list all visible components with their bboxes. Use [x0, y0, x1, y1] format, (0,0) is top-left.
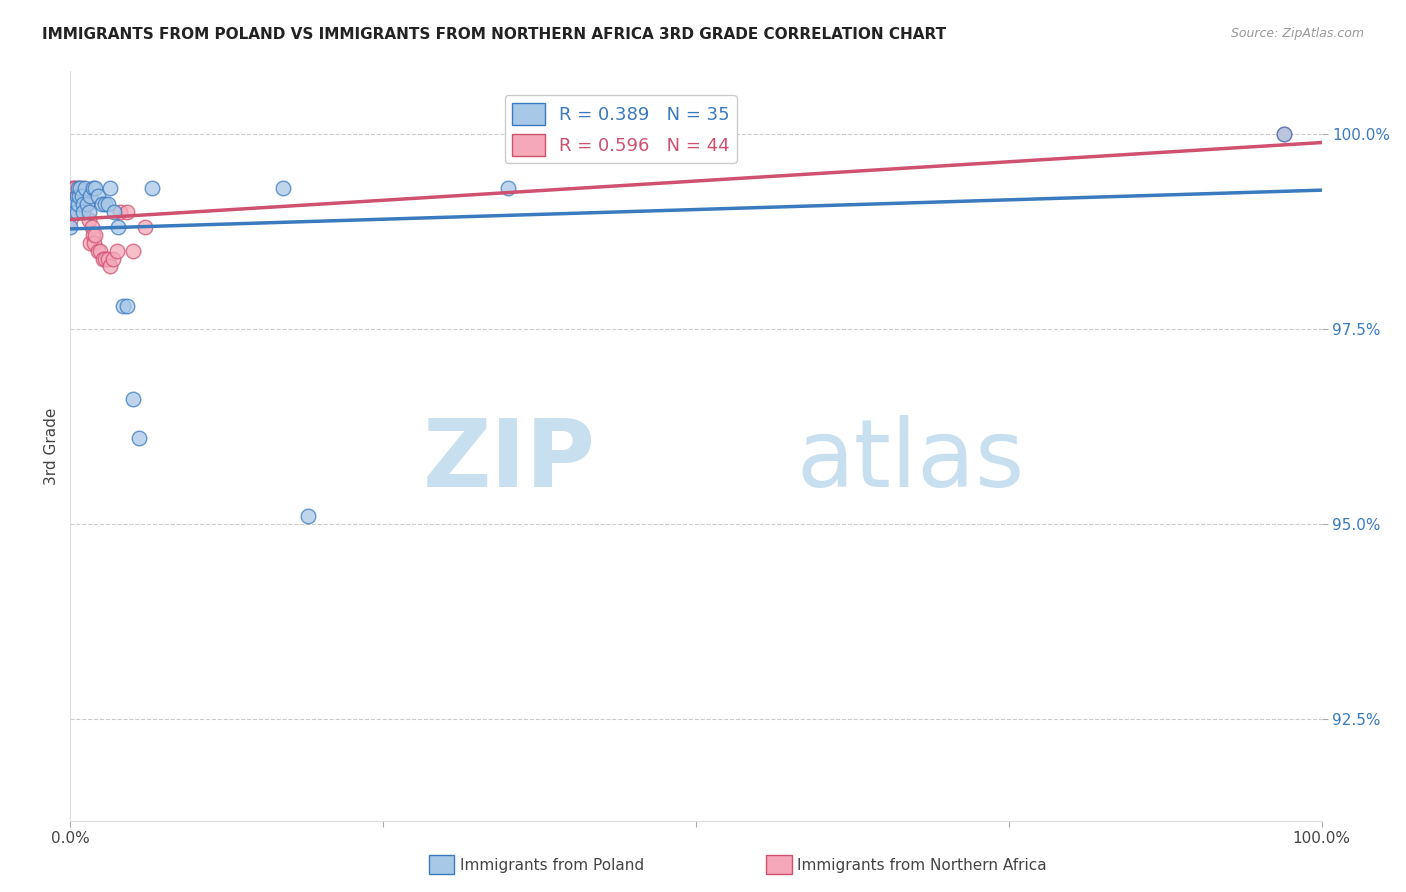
Point: [79, 189, 101, 203]
Point: [97, 197, 120, 211]
Point: [110, 205, 132, 219]
Point: [87, 244, 110, 258]
Point: [62, 197, 84, 211]
Point: [67, 189, 90, 203]
Point: [107, 220, 129, 235]
Point: [79, 236, 101, 251]
Point: [69, 181, 91, 195]
Point: [60, 181, 83, 195]
Point: [69, 189, 91, 203]
Point: [72, 181, 94, 195]
Point: [66, 197, 89, 211]
Point: [84, 181, 107, 195]
Point: [63, 197, 86, 211]
Point: [121, 392, 145, 407]
Point: [65, 205, 87, 219]
Point: [105, 244, 128, 258]
Point: [121, 244, 145, 258]
Point: [1272, 127, 1295, 141]
Point: [98, 260, 121, 274]
Text: IMMIGRANTS FROM POLAND VS IMMIGRANTS FROM NORTHERN AFRICA 3RD GRADE CORRELATION : IMMIGRANTS FROM POLAND VS IMMIGRANTS FRO…: [42, 27, 946, 42]
Point: [101, 252, 124, 266]
Point: [59, 205, 82, 219]
Point: [76, 197, 98, 211]
Point: [62, 205, 84, 219]
Point: [67, 197, 90, 211]
Point: [94, 252, 117, 266]
Point: [87, 189, 110, 203]
Point: [94, 197, 117, 211]
Point: [66, 181, 89, 195]
Point: [72, 197, 94, 211]
Text: Immigrants from Poland: Immigrants from Poland: [460, 858, 644, 872]
Point: [141, 181, 163, 195]
Point: [70, 189, 93, 203]
Y-axis label: 3rd Grade: 3rd Grade: [44, 408, 59, 484]
Point: [65, 205, 87, 219]
Point: [97, 252, 120, 266]
Point: [82, 181, 104, 195]
Point: [59, 212, 82, 227]
Point: [297, 509, 319, 524]
Point: [103, 205, 125, 219]
Point: [65, 181, 87, 195]
Point: [111, 299, 134, 313]
Point: [65, 189, 87, 203]
Point: [134, 220, 156, 235]
Point: [115, 205, 138, 219]
Point: [59, 220, 82, 235]
Point: [90, 197, 112, 211]
Point: [63, 197, 86, 211]
Point: [70, 197, 93, 211]
Text: atlas: atlas: [796, 415, 1025, 507]
Point: [72, 197, 94, 211]
Legend: R = 0.389   N = 35, R = 0.596   N = 44: R = 0.389 N = 35, R = 0.596 N = 44: [505, 95, 737, 163]
Point: [498, 181, 520, 195]
Point: [60, 189, 83, 203]
Point: [66, 205, 89, 219]
Text: Immigrants from Northern Africa: Immigrants from Northern Africa: [797, 858, 1047, 872]
Point: [65, 189, 87, 203]
Point: [128, 431, 150, 445]
Text: Source: ZipAtlas.com: Source: ZipAtlas.com: [1230, 27, 1364, 40]
Point: [77, 212, 100, 227]
Point: [65, 197, 87, 211]
Point: [67, 181, 90, 195]
Point: [115, 299, 138, 313]
Point: [72, 205, 94, 219]
Point: [77, 205, 100, 219]
Point: [89, 244, 111, 258]
Point: [63, 181, 86, 195]
Point: [70, 205, 93, 219]
Point: [75, 189, 97, 203]
Point: [271, 181, 294, 195]
Point: [65, 197, 87, 211]
Point: [76, 197, 98, 211]
Point: [1272, 127, 1295, 141]
Point: [91, 252, 114, 266]
Point: [66, 197, 89, 211]
Point: [59, 197, 82, 211]
Point: [83, 236, 105, 251]
Point: [80, 220, 103, 235]
Point: [98, 181, 121, 195]
Point: [84, 228, 107, 243]
Point: [65, 205, 87, 219]
Point: [75, 181, 97, 195]
Text: ZIP: ZIP: [423, 415, 596, 507]
Point: [82, 228, 104, 243]
Point: [62, 189, 84, 203]
